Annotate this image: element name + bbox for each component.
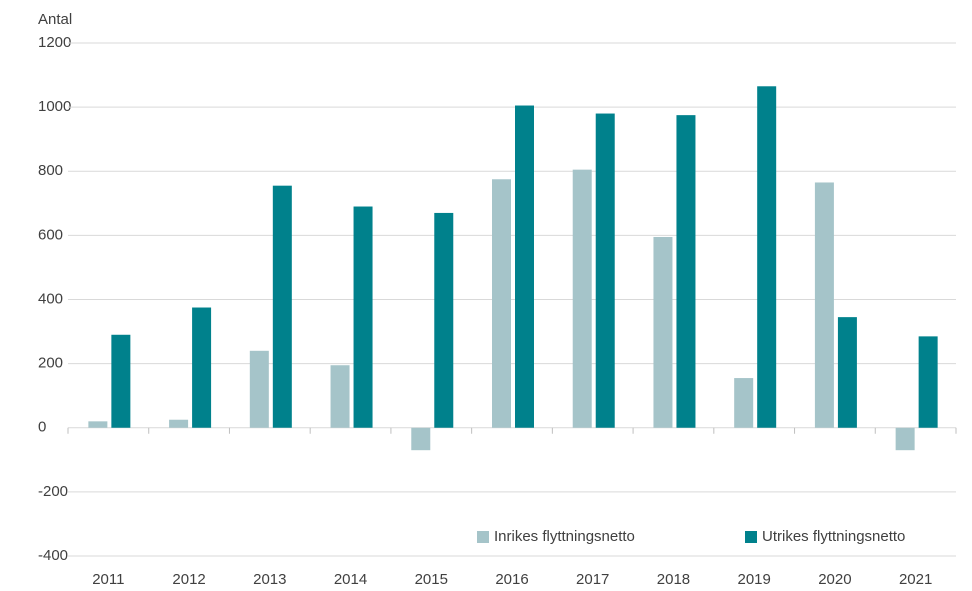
legend-swatch	[477, 531, 489, 543]
bar	[492, 179, 511, 428]
bar	[411, 427, 431, 451]
x-tick-label: 2021	[899, 571, 932, 588]
y-tick-label: 600	[38, 226, 63, 243]
bar	[814, 182, 834, 428]
bar	[249, 350, 269, 428]
bar	[272, 185, 292, 428]
bar	[330, 365, 350, 428]
y-tick-label: 800	[38, 162, 63, 179]
bar	[169, 419, 189, 428]
y-tick-label: -200	[38, 483, 68, 500]
bar	[572, 169, 592, 428]
bar	[353, 206, 373, 428]
y-tick-label: 1200	[38, 34, 71, 51]
bar	[192, 307, 212, 428]
x-tick-label: 2018	[657, 571, 690, 588]
x-tick-label: 2019	[737, 571, 770, 588]
x-tick-label: 2011	[92, 571, 124, 588]
y-tick-label: 200	[38, 355, 63, 372]
bar	[757, 86, 777, 428]
y-tick-label: 1000	[38, 98, 71, 115]
bar	[918, 336, 938, 428]
legend-label: Inrikes flyttningsnetto	[494, 528, 635, 545]
x-tick-label: 2017	[576, 571, 609, 588]
y-tick-label: -400	[38, 547, 68, 564]
x-tick-label: 2015	[415, 571, 448, 588]
bar	[734, 378, 754, 428]
x-tick-label: 2012	[172, 571, 205, 588]
bar	[595, 113, 615, 428]
bar	[653, 236, 673, 428]
legend-label: Utrikes flyttningsnetto	[762, 528, 905, 545]
bar	[111, 334, 131, 428]
y-axis-label: Antal	[38, 11, 72, 28]
legend-swatch	[745, 531, 757, 543]
x-tick-label: 2014	[334, 571, 367, 588]
y-tick-label: 400	[38, 290, 63, 307]
x-tick-label: 2013	[253, 571, 286, 588]
bar	[895, 427, 915, 451]
bar	[88, 421, 108, 428]
bar	[434, 212, 454, 428]
bar	[837, 317, 857, 428]
x-tick-label: 2016	[495, 571, 528, 588]
bar	[676, 115, 696, 428]
x-tick-label: 2020	[818, 571, 851, 588]
bar	[515, 105, 534, 428]
y-tick-label: 0	[38, 419, 46, 436]
